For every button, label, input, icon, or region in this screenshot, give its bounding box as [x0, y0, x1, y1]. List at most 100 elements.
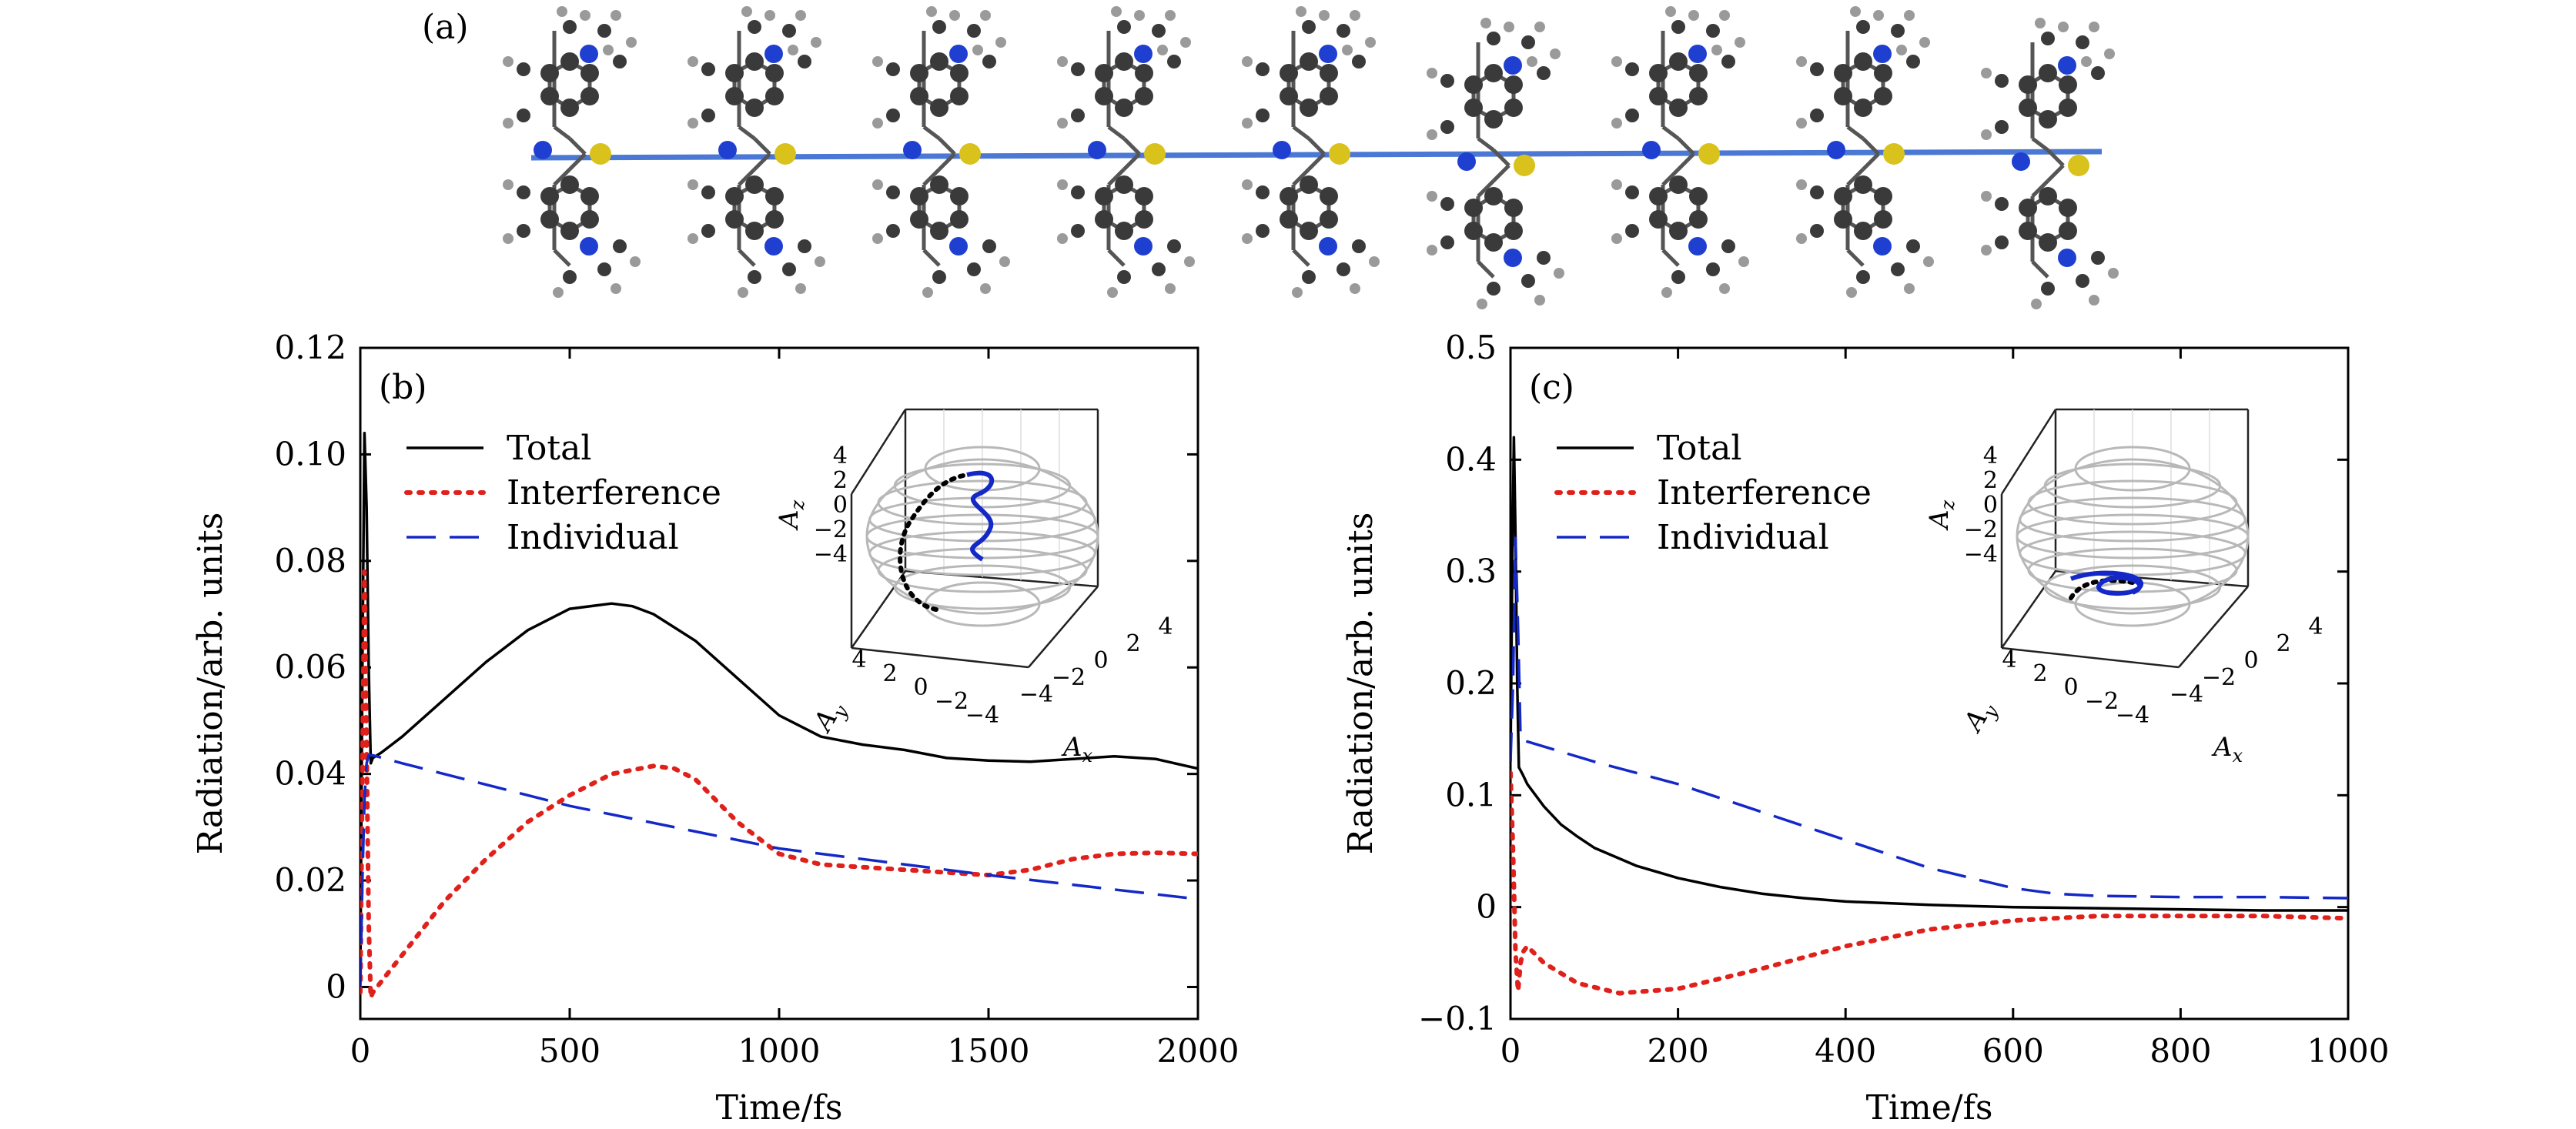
carbon-atom: [1669, 222, 1688, 240]
nitrogen-atom: [1688, 45, 1707, 63]
hydrogen-atom: [2104, 48, 2115, 59]
inset-z-label: Az: [774, 499, 808, 531]
y-tick-label: 0.1: [1445, 776, 1497, 813]
hydrogen-atom: [557, 6, 567, 17]
methyl-carbon: [748, 270, 761, 284]
hydrogen-atom: [1242, 118, 1253, 129]
legend-label: Interference: [1657, 473, 1872, 513]
methyl-carbon: [1906, 239, 1920, 253]
methyl-carbon: [1706, 262, 1720, 276]
hydrogen-atom: [503, 118, 514, 129]
nitrogen-atom: [580, 45, 598, 63]
methyl-carbon: [967, 262, 981, 276]
legend-label: Total: [1657, 429, 1741, 468]
carbon-atom: [1300, 175, 1318, 194]
nitrogen-atom: [1134, 237, 1153, 256]
bond: [1492, 149, 1510, 167]
carbon-atom: [2039, 187, 2057, 205]
bond: [1292, 125, 1310, 140]
molecule: [1427, 18, 1564, 309]
carbon-atom: [2019, 75, 2038, 94]
carbon-atom: [1649, 64, 1668, 82]
inset-y-tick: 4: [2002, 646, 2016, 673]
nitrogen-atom: [2058, 56, 2076, 75]
hydrogen-atom: [603, 45, 614, 55]
hydrogen-atom: [1981, 68, 1992, 78]
methyl-carbon: [932, 20, 946, 34]
inset-y-tick: −2: [2085, 688, 2119, 715]
methyl-carbon: [932, 270, 946, 284]
bond: [553, 168, 571, 186]
nitrogen-atom: [1457, 152, 1476, 171]
methyl-carbon: [886, 109, 900, 122]
x-tick-label: 200: [1648, 1032, 1709, 1070]
inset-box-edge: [2000, 409, 2057, 495]
series-line-individual: [1510, 536, 2348, 900]
carbon-atom: [725, 210, 744, 229]
bond: [738, 125, 756, 140]
bond: [1862, 137, 1880, 155]
hydrogen-atom: [1904, 283, 1915, 294]
methyl-carbon: [517, 109, 530, 122]
hydrogen-atom: [1735, 37, 1745, 48]
methyl-carbon: [2041, 32, 2055, 45]
hydrogen-atom: [1242, 179, 1253, 190]
carbon-atom: [1484, 64, 1503, 82]
carbon-atom: [1834, 187, 1853, 205]
inset-z-tick: 4: [1983, 443, 1998, 469]
molecule: [1057, 6, 1195, 298]
carbon-atom: [949, 187, 969, 205]
carbon-atom: [910, 64, 929, 82]
molecule: [872, 6, 1010, 298]
methyl-carbon: [1706, 24, 1720, 38]
hydrogen-atom: [1480, 18, 1491, 28]
hydrogen-atom: [2058, 22, 2069, 32]
bond: [1122, 137, 1141, 155]
bond: [1307, 152, 1326, 171]
hydrogen-atom: [1661, 287, 1672, 298]
hydrogen-atom: [1611, 179, 1622, 190]
bond: [922, 249, 941, 267]
carbon-atom: [1834, 87, 1853, 105]
inset-y-tick: 0: [2063, 674, 2078, 701]
carbon-atom: [764, 64, 784, 82]
methyl-carbon: [1152, 262, 1166, 276]
bond: [1677, 137, 1695, 155]
inset-x-label: Ax: [1061, 732, 1093, 767]
hydrogen-atom: [1711, 45, 1722, 55]
hydrogen-atom: [1165, 10, 1176, 21]
inset-box-edge: [2178, 586, 2249, 668]
carbon-atom: [1873, 210, 1892, 229]
bond: [753, 152, 771, 171]
methyl-carbon: [1167, 239, 1181, 253]
carbon-atom: [1688, 210, 1708, 229]
carbon-atom: [1300, 99, 1318, 117]
carbon-atom: [1669, 99, 1688, 117]
methyl-carbon: [613, 239, 627, 253]
bond: [553, 125, 571, 140]
y-tick-label: 0.2: [1445, 664, 1497, 702]
bond: [1846, 125, 1865, 140]
hydrogen-atom: [1365, 37, 1376, 48]
x-tick-label: 800: [2149, 1032, 2211, 1070]
carbon-atom: [1134, 87, 1153, 105]
bond: [1492, 164, 1510, 182]
carbon-atom: [1280, 187, 1299, 205]
carbon-atom: [725, 87, 744, 105]
molecular-chain-panel: (a): [422, 6, 2119, 309]
carbon-atom: [930, 175, 948, 194]
carbon-atom: [745, 52, 764, 71]
hydrogen-atom: [926, 6, 937, 17]
methyl-carbon: [1521, 274, 1535, 288]
bond: [2031, 260, 2049, 279]
inset-z-tick: −2: [814, 516, 848, 543]
nitrogen-atom: [1504, 56, 1522, 75]
bond: [1292, 168, 1310, 186]
carbon-atom: [1464, 99, 1484, 117]
carbon-atom: [1115, 175, 1133, 194]
carbon-atom: [580, 87, 599, 105]
inset-y-tick: −4: [965, 702, 999, 729]
methyl-carbon: [701, 109, 715, 122]
nitrogen-atom: [903, 141, 922, 159]
carbon-atom: [1504, 99, 1523, 117]
